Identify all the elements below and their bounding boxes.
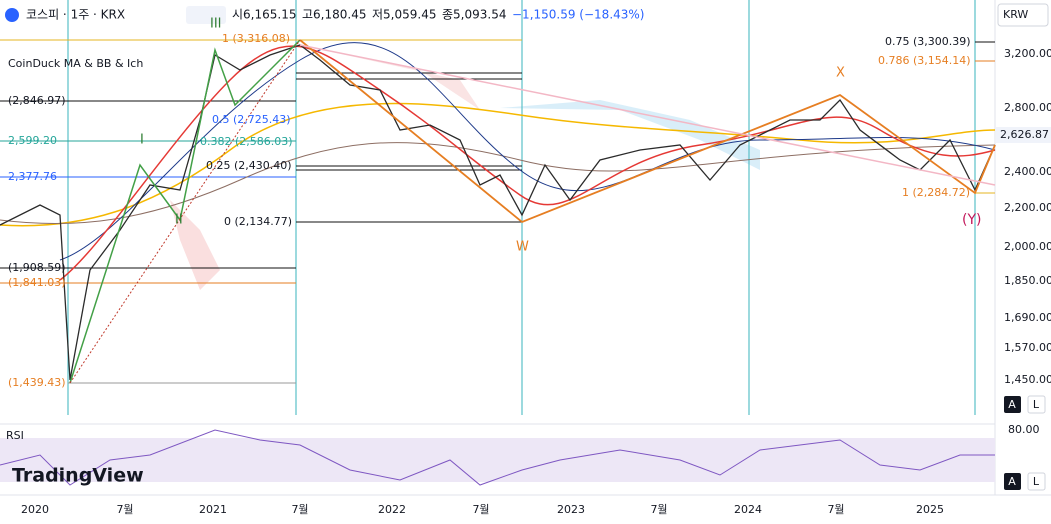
compare-button[interactable] [186,6,226,24]
time-label: 7월 [472,503,489,516]
ma-line [0,102,996,227]
wave-label: (Y) [962,212,981,228]
symbol-icon [5,8,19,22]
time-label: 2023 [557,503,585,516]
fib-label: 0.5 (2,725.43) [212,113,291,126]
price-label: 1,450.00 [1004,373,1051,386]
log-button[interactable] [1027,395,1046,414]
wave-label: II [175,213,183,228]
log-button-text[interactable]: L [1033,475,1040,488]
price-label: 2,400.00 [1004,165,1051,178]
ohlc-open: 시6,165.15 [232,8,296,22]
rsi-level: 80.00 [1008,423,1040,436]
price-label: 1,850.00 [1004,274,1051,287]
log-button-text[interactable]: L [1033,398,1040,411]
ohlc-high: 고6,180.45 [302,8,366,22]
rsi-label: RSI [6,429,24,442]
auto-button[interactable] [1004,473,1021,490]
price-label: 1,570.00 [1004,341,1051,354]
time-label: 7월 [650,503,667,516]
cloud [500,100,760,170]
rsi-band [0,438,995,482]
ma-line [0,142,996,225]
price-label: 2,000.00 [1004,240,1051,253]
rsi-line [0,429,995,486]
trend-line [299,44,996,186]
time-label: 7월 [827,503,844,516]
fib-label: (1,439.43) [8,376,66,389]
time-label: 7월 [116,503,133,516]
price-label: 1,690.00 [1004,311,1051,324]
price-label: 3,200.00 [1004,47,1051,60]
ohlc-low: 저5,059.45 [372,8,436,22]
fib-label: 0.382 (2,586.03) [200,135,293,148]
price-label: 2,800.00 [1004,101,1051,114]
fib-label: 1 (2,284.72) [902,186,970,199]
time-label: 2022 [378,503,406,516]
last-price-box [996,127,1051,143]
fib-label: (2,846.97) [8,94,66,107]
time-label: 2020 [21,503,49,516]
log-button[interactable] [1027,472,1046,491]
cloud [300,45,480,110]
price-label: 2,200.00 [1004,201,1051,214]
currency-box[interactable] [997,3,1049,27]
fib-label: 0 (2,134.77) [224,215,292,228]
fib-label: (1,908.59) [8,261,66,274]
wave-label: X [836,66,845,81]
time-axis: 2020 7월 2021 7월 2022 7월 2023 7월 2024 7월 … [21,503,944,516]
fib-label: 0.786 (3,154.14) [878,54,971,67]
wave-line [69,39,301,384]
fib-label: 2,599.20 [8,134,57,147]
time-label: 7월 [291,503,308,516]
watermark: TradingView [12,465,144,487]
wave-label: I [140,133,144,148]
price-line [0,44,996,381]
symbol[interactable]: 코스피 · 1주 · KRX [26,8,125,22]
ma-line [59,45,996,281]
currency[interactable]: KRW [1003,8,1028,21]
fib-label: 0.75 (3,300.39) [885,35,971,48]
auto-button-text[interactable]: A [1008,398,1016,411]
fib-label: 2,377.76 [8,170,57,183]
ohlc-close: 종5,093.54 [442,8,506,22]
ma-line [59,42,996,261]
wave-label: W [516,240,529,255]
time-label: 2021 [199,503,227,516]
time-label: 2025 [916,503,944,516]
time-label: 2024 [734,503,762,516]
auto-button[interactable] [1004,396,1021,413]
last-price: 2,626.87 [1000,128,1049,141]
wave-line [299,39,996,224]
fib-label: 1 (3,316.08) [222,32,290,45]
auto-button-text[interactable]: A [1008,475,1016,488]
fib-label: 0.25 (2,430.40) [206,159,292,172]
fib-lines [0,39,995,384]
trend-line [69,39,301,384]
wave-label: III [210,17,222,32]
fib-label: (1,841.03) [8,276,66,289]
ohlc-change: −1,150.59 (−18.43%) [512,8,644,22]
indicator-label[interactable]: CoinDuck MA & BB & Ich [8,57,143,70]
